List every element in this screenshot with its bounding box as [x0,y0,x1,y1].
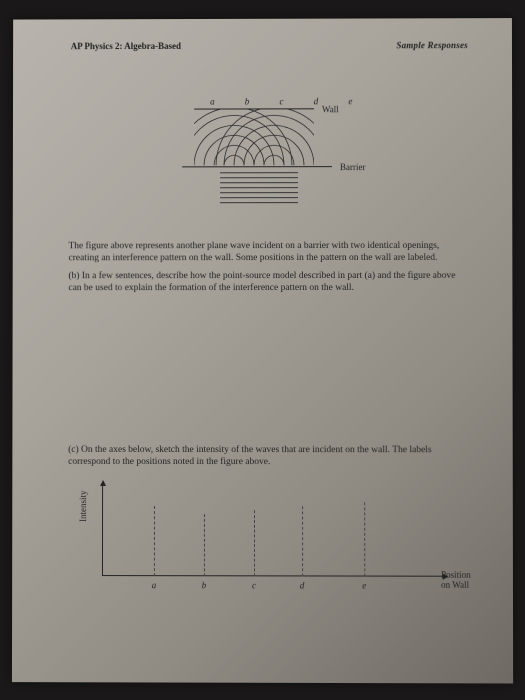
tick-label: b [202,580,207,590]
x-axis-label: Position on Wall [441,571,471,591]
wave-arcs [194,109,314,165]
y-axis [102,484,103,576]
grid-dash [364,502,365,576]
page-header: AP Physics 2: Algebra-Based Sample Respo… [71,40,468,51]
tick-label: d [300,580,305,590]
position-letters: a b c d e [210,96,366,106]
tick-label: a [152,580,157,590]
intensity-graph: Intensity Position on Wall abcde [84,478,465,599]
part-b-prompt: (b) In a few sentences, describe how the… [68,270,457,295]
grid-dash [204,514,205,576]
figure-caption: The figure above represents another plan… [68,240,457,265]
x-axis-label-line2: on Wall [441,580,469,590]
barrier-line [182,166,332,167]
worksheet-page: AP Physics 2: Algebra-Based Sample Respo… [12,18,513,683]
header-section: Sample Responses [396,40,468,50]
grid-dash [154,506,155,576]
grid-dash [302,506,303,576]
y-axis-label: Intensity [78,490,88,522]
grid-dash [254,510,255,576]
barrier-label: Barrier [340,162,365,172]
tick-label: c [252,580,256,590]
x-axis-label-line1: Position [441,570,471,580]
interference-figure: a b c d e Wall Barrier [162,96,382,226]
header-course: AP Physics 2: Algebra-Based [71,41,181,51]
part-c-prompt: (c) On the axes below, sketch the intens… [68,444,457,469]
tick-label: e [362,581,366,591]
wall-label: Wall [322,104,339,114]
plane-waves [220,172,298,207]
